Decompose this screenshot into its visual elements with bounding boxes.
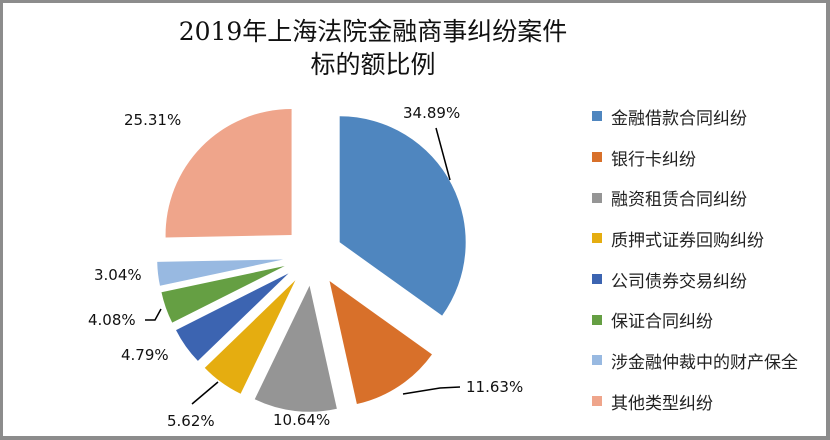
legend-swatch-icon	[592, 314, 602, 325]
legend-swatch-icon	[592, 396, 602, 407]
pie-slice	[329, 281, 432, 405]
legend-label: 涉金融仲裁中的财产保全	[611, 352, 798, 373]
leader-line	[402, 386, 461, 395]
legend-item: 公司债券交易纠纷	[592, 259, 826, 300]
leader-line	[435, 127, 451, 181]
legend-swatch-icon	[592, 152, 602, 163]
leader-line	[191, 381, 219, 405]
data-label: 3.04%	[94, 266, 142, 284]
legend-label: 质押式证券回购纠纷	[611, 230, 764, 251]
data-labels: 34.89% 11.63% 10.64% 5.62% 4.79% 4.08% 3.04% 25…	[88, 104, 523, 430]
legend-label: 其他类型纠纷	[611, 393, 713, 414]
legend-label: 银行卡纠纷	[611, 149, 696, 170]
legend-item: 其他类型纠纷	[592, 381, 826, 422]
data-label: 10.64%	[273, 411, 330, 429]
chart-legend: 金融借款合同纠纷 银行卡纠纷融资租赁合同纠纷 质押式证券回购纠纷 公司债券交易纠纷 保证…	[592, 96, 826, 422]
pie-slice	[254, 285, 337, 412]
data-label: 5.62%	[167, 412, 215, 430]
chart-title-line-2: 标的额比例	[310, 50, 436, 79]
legend-item: 质押式证券回购纠纷	[592, 218, 826, 259]
legend-swatch-icon	[592, 274, 602, 285]
pie-slices	[157, 108, 466, 412]
legend-label: 保证合同纠纷	[611, 312, 713, 333]
legend-label: 公司债券交易纠纷	[611, 271, 747, 292]
legend-swatch-icon	[592, 355, 602, 366]
chart-title: 2019年上海法院金融商事纠纷案件 标的额比例	[3, 15, 743, 81]
pie-slice	[176, 273, 289, 361]
pie-slice	[161, 265, 285, 323]
legend-item: 保证合同纠纷	[592, 299, 826, 340]
pie-slice	[204, 280, 296, 394]
data-label: 4.08%	[88, 311, 136, 329]
legend-item: 金融借款合同纠纷	[592, 96, 826, 137]
legend-item: 银行卡纠纷	[592, 137, 826, 178]
pie-slice	[339, 116, 466, 316]
data-label: 25.31%	[124, 111, 181, 129]
legend-item: 融资租赁合同纠纷	[592, 177, 826, 218]
legend-swatch-icon	[592, 111, 602, 122]
legend-swatch-icon	[592, 233, 602, 244]
chart-title-line-1: 2019年上海法院金融商事纠纷案件	[178, 17, 568, 46]
legend-item: 涉金融仲裁中的财产保全	[592, 340, 826, 381]
legend-swatch-icon	[592, 192, 602, 203]
legend-label: 金融借款合同纠纷	[611, 108, 747, 129]
legend-label: 融资租赁合同纠纷	[611, 190, 747, 211]
leader-lines	[145, 127, 461, 405]
data-label: 11.63%	[466, 378, 523, 396]
pie-slice	[157, 259, 284, 286]
data-label: 34.89%	[403, 104, 460, 122]
pie-slice	[165, 108, 292, 238]
leader-line	[145, 308, 162, 321]
data-label: 4.79%	[121, 346, 169, 364]
